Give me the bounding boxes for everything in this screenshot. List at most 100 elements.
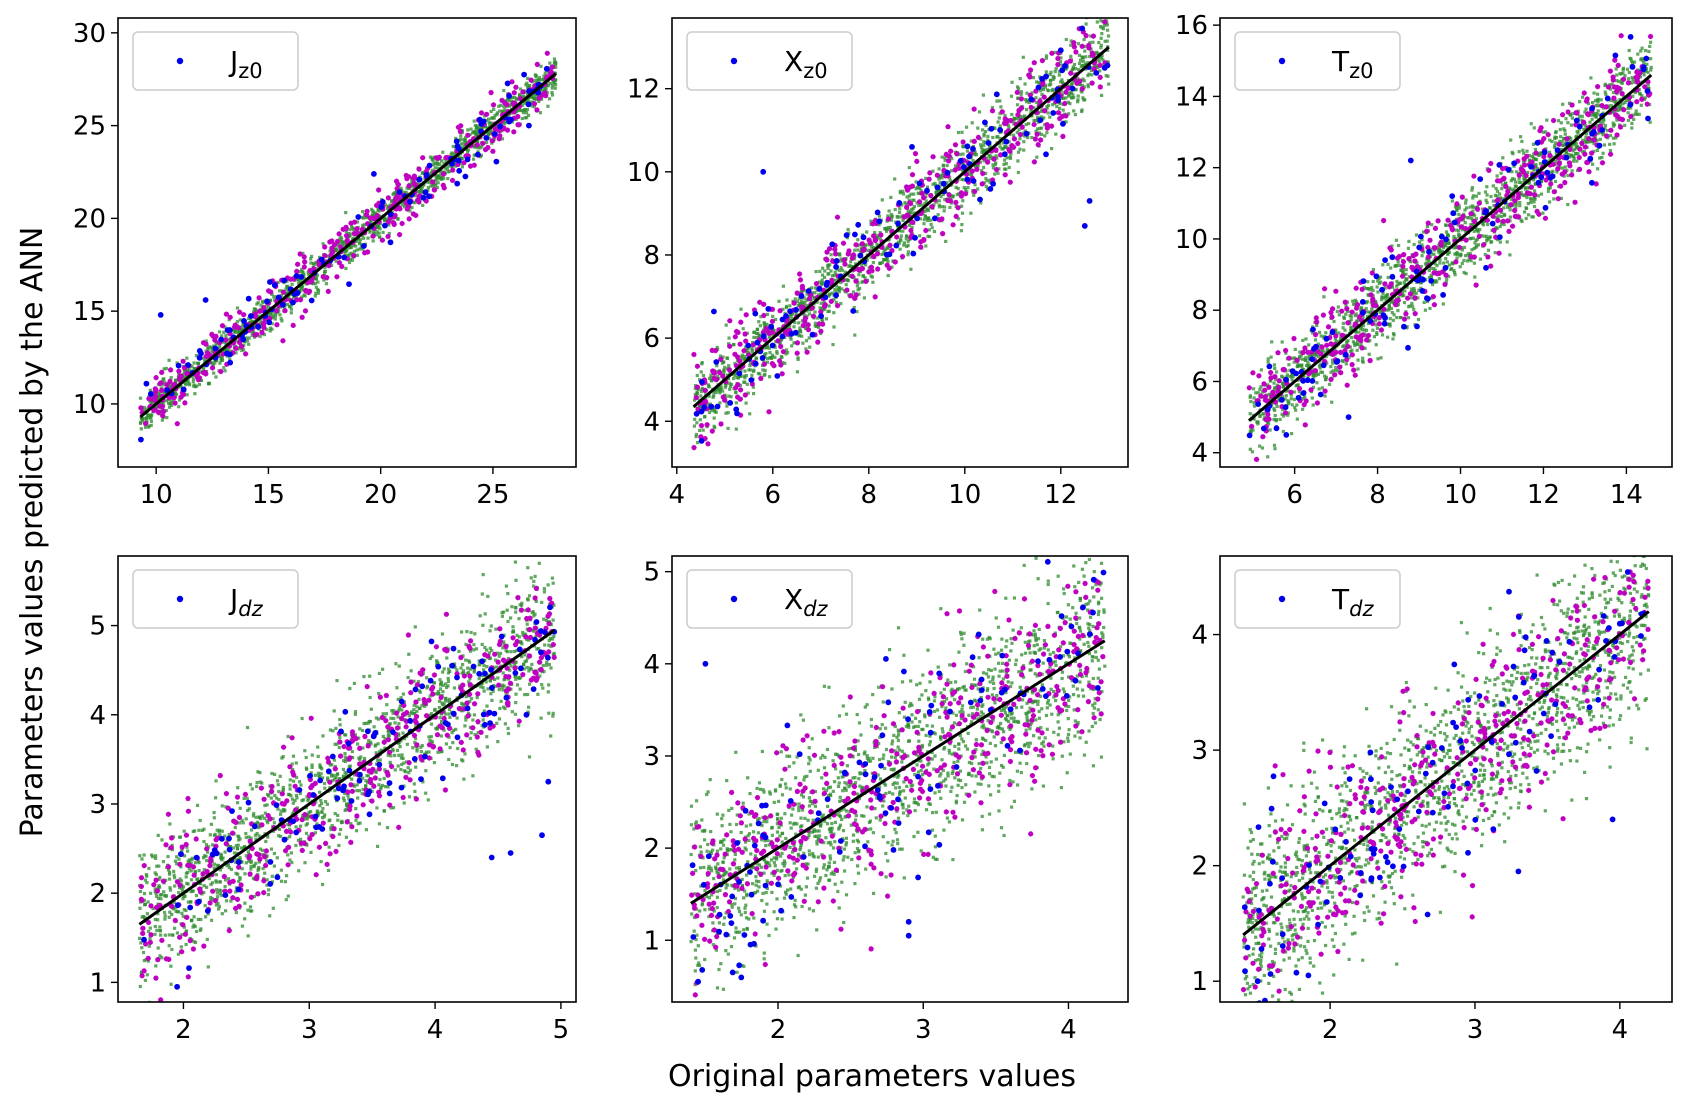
point-magenta — [1005, 128, 1011, 134]
point-green — [1629, 81, 1633, 85]
point-green — [941, 192, 945, 196]
point-green — [797, 321, 801, 325]
point-magenta — [921, 195, 927, 201]
point-green — [948, 179, 952, 183]
point-green — [1048, 72, 1052, 77]
point-magenta — [303, 287, 309, 294]
point-green — [1478, 228, 1482, 232]
point-green — [971, 159, 975, 163]
point-green — [1390, 299, 1394, 303]
point-green — [795, 370, 799, 374]
point-green — [855, 310, 859, 314]
point-green — [238, 318, 242, 322]
point-magenta — [952, 167, 958, 173]
point-green — [1387, 306, 1391, 310]
point-magenta — [364, 212, 370, 218]
point-green — [412, 186, 416, 190]
point-green — [405, 186, 409, 190]
y-tick-label: 12 — [627, 75, 660, 105]
point-magenta — [816, 321, 822, 327]
point-magenta — [733, 328, 740, 335]
point-green — [1060, 88, 1064, 93]
point-magenta — [168, 367, 174, 373]
point-magenta — [217, 340, 223, 346]
point-green — [316, 291, 320, 295]
point-green — [1546, 189, 1550, 193]
point-magenta — [157, 403, 163, 409]
point-magenta — [284, 275, 291, 281]
point-magenta — [436, 154, 442, 160]
point-magenta — [280, 289, 286, 295]
point-green — [875, 233, 879, 237]
point-green — [713, 426, 717, 430]
point-green — [1050, 147, 1054, 151]
point-green — [1649, 68, 1653, 72]
point-green — [1289, 393, 1293, 397]
point-blue — [876, 218, 883, 225]
point-green — [1071, 65, 1075, 69]
point-green — [1608, 149, 1613, 153]
point-green — [1341, 321, 1345, 325]
point-green — [1533, 147, 1538, 152]
point-green — [1317, 330, 1322, 334]
point-magenta — [256, 295, 262, 301]
point-green — [1554, 141, 1558, 145]
point-green — [1026, 135, 1030, 140]
point-magenta — [290, 322, 296, 328]
point-magenta — [993, 147, 999, 153]
point-green — [976, 164, 980, 168]
point-blue — [698, 438, 705, 444]
point-magenta — [743, 312, 749, 318]
point-green — [186, 379, 190, 383]
point-green — [177, 372, 181, 376]
point-magenta — [412, 182, 419, 188]
point-green — [301, 251, 305, 255]
point-green — [1021, 55, 1025, 59]
point-green — [354, 244, 358, 248]
point-magenta — [1016, 108, 1022, 114]
point-magenta — [918, 239, 924, 245]
point-magenta — [946, 192, 952, 198]
point-green — [1642, 73, 1646, 77]
point-green — [1097, 57, 1101, 61]
point-blue — [185, 362, 192, 368]
point-green — [1019, 90, 1024, 94]
point-green — [378, 235, 382, 239]
point-green — [487, 117, 491, 121]
point-magenta — [336, 260, 343, 266]
point-green — [1615, 79, 1619, 83]
point-green — [996, 135, 1000, 139]
x-tick-label: 10 — [140, 480, 173, 510]
point-magenta — [879, 244, 885, 250]
point-green — [889, 218, 894, 222]
point-green — [1498, 196, 1502, 200]
point-green — [1383, 286, 1387, 290]
point-green — [1320, 386, 1324, 390]
point-green — [1252, 396, 1256, 400]
point-blue — [788, 331, 795, 337]
point-green — [194, 354, 198, 358]
point-green — [1060, 92, 1064, 96]
point-blue — [462, 173, 469, 180]
point-magenta — [324, 275, 330, 281]
point-green — [1088, 54, 1092, 59]
point-magenta — [910, 219, 916, 225]
point-green — [757, 333, 761, 337]
point-green — [889, 215, 893, 219]
point-magenta — [1097, 62, 1103, 68]
point-green — [694, 432, 699, 437]
point-magenta — [932, 197, 938, 203]
point-magenta — [482, 147, 489, 153]
point-magenta — [738, 412, 744, 418]
point-magenta — [1013, 121, 1019, 127]
point-green — [1078, 58, 1083, 62]
point-green — [307, 272, 311, 276]
point-magenta — [878, 232, 884, 238]
point-green — [1609, 104, 1614, 108]
point-green — [518, 87, 523, 91]
point-magenta — [176, 376, 183, 382]
point-green — [1438, 258, 1442, 262]
point-green — [299, 280, 303, 284]
point-green — [1010, 80, 1014, 84]
point-green — [387, 223, 391, 227]
